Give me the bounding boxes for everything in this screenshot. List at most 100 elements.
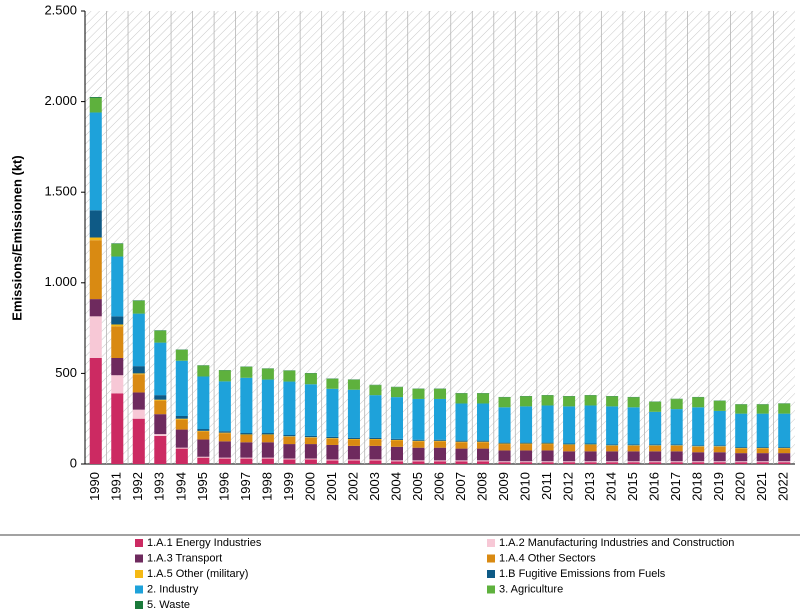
bar-segment <box>390 439 403 441</box>
bar-segment <box>477 441 490 443</box>
x-tick-label: 1997 <box>238 472 253 501</box>
bar-segment <box>756 447 769 449</box>
y-tick-label: 1.000 <box>44 274 77 289</box>
bar-segment <box>369 460 382 464</box>
y-tick-label: 2.000 <box>44 93 77 108</box>
bar-segment <box>390 397 403 439</box>
bar-segment <box>369 459 382 461</box>
bar-segment <box>455 460 468 462</box>
bar-segment <box>520 450 533 462</box>
bar-segment <box>261 458 274 464</box>
bar-segment <box>175 415 188 419</box>
bar-segment <box>175 360 188 416</box>
x-tick-label: 2013 <box>582 472 597 501</box>
bar-segment <box>283 436 296 445</box>
bar-segment <box>670 399 683 410</box>
bar-segment <box>154 342 167 396</box>
bar-segment <box>283 381 296 436</box>
bar-segment <box>218 431 231 433</box>
bar-segment <box>326 438 339 439</box>
bar-segment <box>498 461 511 463</box>
bar-segment <box>498 462 511 464</box>
bar-segment <box>584 443 597 445</box>
bar-segment <box>433 441 447 448</box>
x-tick-label: 1992 <box>130 472 145 501</box>
bar-segment <box>756 462 769 464</box>
x-tick-label: 2012 <box>561 472 576 501</box>
bar-segment <box>584 444 597 452</box>
bar-segment <box>756 413 769 448</box>
bar-segment <box>261 442 274 458</box>
bar-segment <box>412 398 425 440</box>
bar-segment <box>563 451 576 462</box>
bar-segment <box>692 462 705 464</box>
bar-segment <box>175 419 188 430</box>
bar-segment <box>455 393 468 404</box>
bar-segment <box>455 440 468 442</box>
bar-segment <box>326 460 339 464</box>
bar-segment <box>347 379 360 390</box>
bar-segment <box>347 445 360 460</box>
y-tick-label: 0 <box>70 455 77 470</box>
bar-segment <box>455 441 468 443</box>
bar-segment <box>154 434 167 436</box>
bar-segment <box>670 445 683 452</box>
bar-segment <box>240 435 253 443</box>
x-tick-label: 1991 <box>109 472 124 501</box>
bar-segment <box>433 447 447 461</box>
x-tick-label: 2005 <box>410 472 425 501</box>
bar-segment <box>433 460 447 462</box>
bar-segment <box>692 445 705 447</box>
bar-segment <box>304 459 317 464</box>
bar-segment <box>563 396 576 407</box>
bar-segment <box>692 452 705 462</box>
bar-segment <box>670 444 683 446</box>
bar-segment <box>132 313 145 367</box>
bar-segment <box>606 445 619 452</box>
bar-segment <box>756 404 769 414</box>
bar-segment <box>498 450 511 462</box>
bar-segment <box>240 458 253 464</box>
bar-segment <box>692 461 705 463</box>
bar-segment <box>627 451 640 462</box>
bar-segment <box>175 447 188 449</box>
bar-segment <box>111 243 124 257</box>
bar-segment <box>433 461 447 464</box>
x-tick-label: 1998 <box>259 472 274 501</box>
bar-segment <box>412 447 425 461</box>
x-tick-label: 2011 <box>539 472 554 500</box>
x-tick-label: 2015 <box>625 472 640 501</box>
bar-segment <box>175 448 188 464</box>
bar-segment <box>627 461 640 463</box>
bar-segment <box>713 400 726 411</box>
bar-segment <box>369 439 382 446</box>
x-tick-label: 2022 <box>776 472 791 501</box>
bar-segment <box>692 446 705 453</box>
bar-segment <box>735 453 748 462</box>
bar-segment <box>627 444 640 446</box>
bar-segment <box>498 444 511 451</box>
bar-segment <box>240 442 253 458</box>
x-tick-label: 2016 <box>647 472 662 501</box>
y-tick-label: 2.500 <box>44 2 77 17</box>
bar-segment <box>477 460 490 462</box>
bar-segment <box>261 433 274 435</box>
bar-segment <box>111 393 124 464</box>
bar-segment <box>670 409 683 445</box>
bar-segment <box>347 439 360 446</box>
bar-segment <box>369 445 382 460</box>
x-tick-label: 2004 <box>388 472 403 501</box>
x-tick-label: 1993 <box>152 472 167 501</box>
bar-segment <box>541 442 554 444</box>
bar-segment <box>649 451 662 462</box>
x-tick-label: 1999 <box>281 472 296 501</box>
bar-segment <box>670 462 683 464</box>
bar-segment <box>89 240 102 300</box>
bar-segment <box>154 414 167 435</box>
bar-segment <box>283 459 296 464</box>
y-tick-label: 500 <box>55 365 77 380</box>
x-tick-label: 1994 <box>173 472 188 501</box>
bar-segment <box>197 439 210 457</box>
x-tick-label: 2008 <box>474 472 489 501</box>
